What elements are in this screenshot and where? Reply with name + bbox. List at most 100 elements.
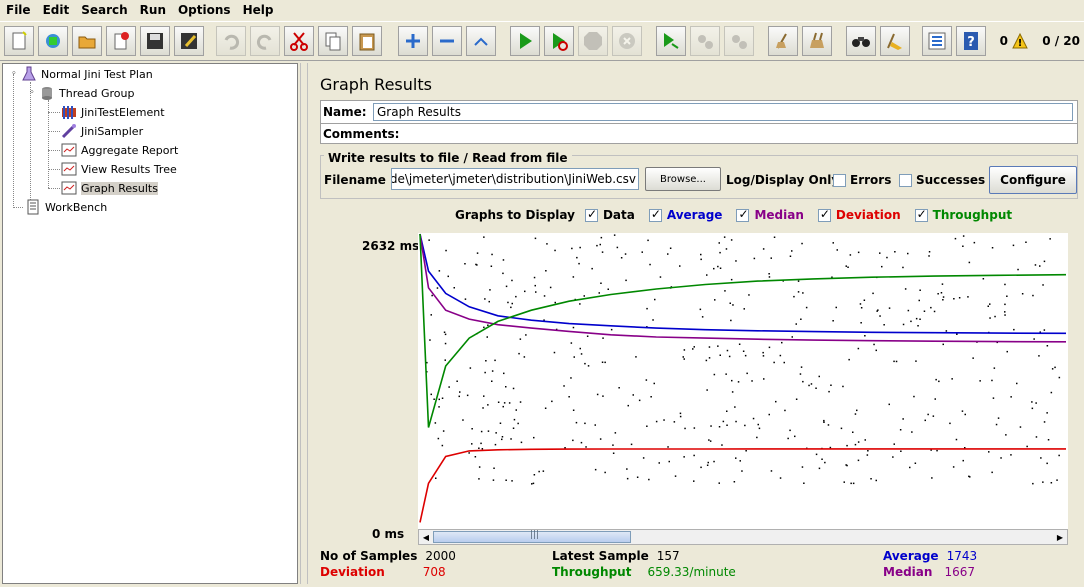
remote-shutdown-button[interactable] [724, 26, 754, 56]
deviation-checkbox[interactable] [817, 207, 831, 222]
data-point [928, 255, 930, 257]
data-point [554, 249, 556, 252]
close-button[interactable] [106, 26, 136, 56]
thread-count: 0 / 20 [1042, 34, 1080, 48]
throughput-checkbox[interactable] [914, 207, 928, 222]
data-point [705, 359, 708, 362]
data-point [638, 399, 641, 402]
data-point [594, 424, 596, 426]
data-point [973, 241, 976, 244]
data-point [787, 437, 789, 440]
expand-button[interactable] [398, 26, 428, 56]
horizontal-scrollbar[interactable]: ◀ ||| ▶ [418, 529, 1068, 545]
data-point [572, 326, 575, 329]
average-checkbox[interactable] [648, 207, 662, 222]
menu-file[interactable]: File [6, 3, 31, 17]
save-as-button[interactable] [174, 26, 204, 56]
tree-item-thread-group[interactable]: ◦ Thread Group [25, 84, 134, 102]
data-point [877, 309, 879, 311]
data-point [438, 398, 440, 401]
clear-button[interactable] [768, 26, 798, 56]
data-point [627, 404, 629, 407]
configure-button[interactable]: Configure [989, 166, 1077, 194]
successes-checkbox[interactable] [899, 174, 912, 187]
undo-button[interactable] [216, 26, 246, 56]
median-checkbox[interactable] [736, 207, 750, 222]
help-button[interactable]: ? [956, 26, 986, 56]
data-checkbox[interactable] [584, 207, 598, 222]
data-point [797, 291, 800, 293]
data-point [818, 375, 820, 378]
data-point [857, 347, 860, 350]
menu-options[interactable]: Options [177, 3, 231, 17]
search-button[interactable] [846, 26, 876, 56]
collapse-button[interactable] [432, 26, 462, 56]
menu-search[interactable]: Search [81, 3, 128, 17]
data-point [584, 362, 586, 365]
data-point [700, 258, 702, 261]
start-icon [520, 33, 532, 49]
open-button[interactable] [72, 26, 102, 56]
redo-button[interactable] [250, 26, 280, 56]
data-point [1026, 445, 1028, 448]
data-point [459, 391, 461, 393]
data-point [775, 400, 777, 403]
median-stat-label: Median [883, 565, 933, 579]
data-point [979, 380, 981, 382]
paste-button[interactable] [352, 26, 382, 56]
browse-button[interactable]: Browse... [645, 167, 721, 191]
shutdown-button[interactable] [612, 26, 642, 56]
filename-field[interactable]: al\code\jmeter\jmeter\distribution\JiniW… [391, 168, 639, 190]
copy-button[interactable] [318, 26, 348, 56]
data-point [485, 360, 487, 362]
save-button[interactable] [140, 26, 170, 56]
menu-help[interactable]: Help [242, 3, 274, 17]
menu-edit[interactable]: Edit [42, 3, 70, 17]
tree-item-workbench[interactable]: WorkBench [25, 198, 107, 216]
scroll-left-icon[interactable]: ◀ [422, 532, 430, 542]
data-point [456, 380, 458, 382]
data-point [447, 275, 449, 278]
data-point [729, 302, 731, 304]
toggle-button[interactable] [466, 26, 496, 56]
data-point [542, 470, 545, 472]
data-point [607, 288, 609, 290]
menu-run[interactable]: Run [139, 3, 166, 17]
data-point [478, 447, 480, 449]
data-point [1050, 391, 1053, 394]
data-point [722, 420, 725, 423]
new-button[interactable] [4, 26, 34, 56]
scroll-thumb[interactable]: ||| [433, 530, 631, 543]
name-field[interactable] [373, 103, 1073, 121]
data-point [919, 289, 921, 291]
stop-button[interactable] [578, 26, 608, 56]
tree-item-aggregate-report[interactable]: Aggregate Report [61, 141, 178, 159]
scroll-right-icon[interactable]: ▶ [1056, 532, 1064, 542]
clear-all-button[interactable] [802, 26, 832, 56]
templates-button[interactable] [38, 26, 68, 56]
remote-start-button[interactable] [656, 26, 686, 56]
errors-checkbox[interactable] [833, 174, 846, 187]
tree-item-view-results-tree[interactable]: View Results Tree [61, 160, 177, 178]
tree-item-jini-test-element[interactable]: JiniTestElement [61, 103, 165, 121]
tree-item-jini-sampler[interactable]: JiniSampler [61, 122, 143, 140]
start-button[interactable] [510, 26, 540, 56]
data-point [430, 393, 432, 396]
copy-icon [325, 32, 341, 51]
tree-toggle-icon[interactable]: ◦ [29, 88, 35, 98]
data-point [489, 289, 491, 291]
data-point [915, 360, 917, 362]
data-point [438, 406, 440, 408]
tree-toggle-icon[interactable]: ◦ [11, 69, 17, 79]
cut-button[interactable] [284, 26, 314, 56]
function-helper-button[interactable] [922, 26, 952, 56]
average-stat-value: 1743 [946, 549, 978, 563]
tree-item-test-plan[interactable]: ◦ Normal Jini Test Plan [7, 65, 153, 83]
data-point [1034, 264, 1037, 266]
split-pane-divider[interactable] [300, 63, 308, 584]
data-point [601, 251, 604, 253]
start-no-pauses-button[interactable] [544, 26, 574, 56]
remote-stop-button[interactable] [690, 26, 720, 56]
reset-search-button[interactable] [880, 26, 910, 56]
tree-item-graph-results[interactable]: Graph Results [61, 179, 158, 197]
